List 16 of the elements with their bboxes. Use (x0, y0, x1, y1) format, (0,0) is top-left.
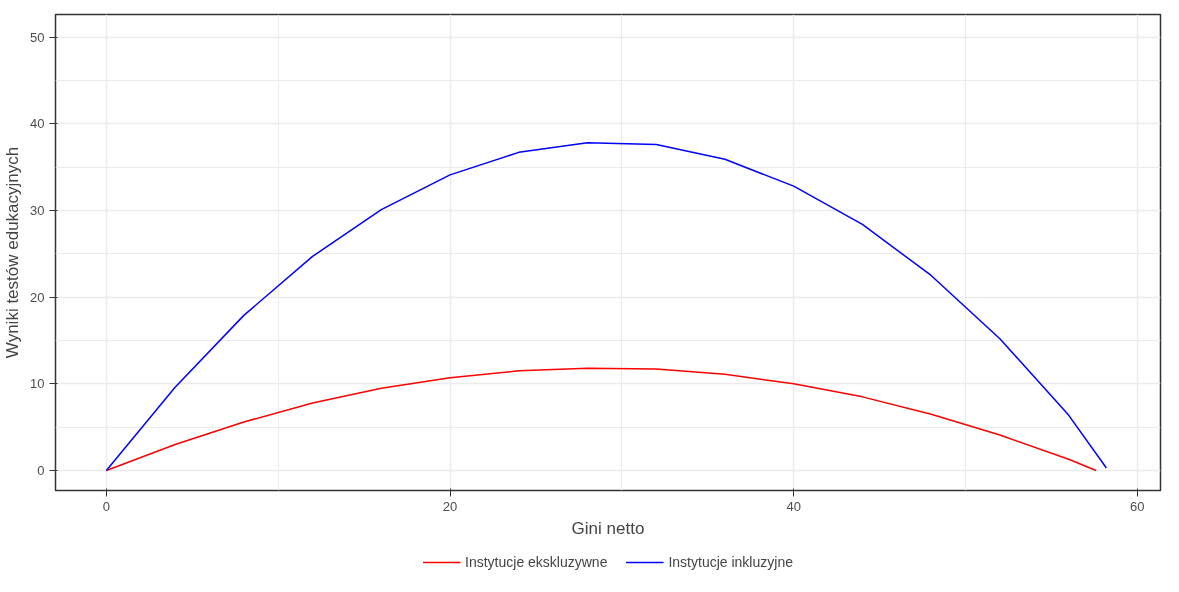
y-tick-label: 0 (37, 463, 45, 479)
line-series (105, 142, 1108, 472)
y-tick-label: 10 (30, 376, 45, 392)
x-tick-label: 0 (102, 498, 110, 514)
y-tick-label: 40 (30, 116, 45, 132)
x-tick-label: 40 (786, 498, 801, 514)
y-axis-title: Wyniki testów edukacyjnych (3, 146, 23, 359)
x-axis-title: Gini netto (571, 518, 645, 538)
legend-label: Instytucje ekskluzywne (465, 554, 608, 570)
y-tick-label: 50 (30, 29, 45, 45)
x-tick-label: 20 (442, 498, 458, 514)
line-series (105, 367, 1097, 472)
x-tick-label: 60 (1130, 498, 1145, 514)
y-tick-label: 20 (30, 289, 45, 305)
legend-label: Instytucje inkluzyjne (668, 554, 793, 570)
y-tick-label: 30 (30, 202, 45, 218)
